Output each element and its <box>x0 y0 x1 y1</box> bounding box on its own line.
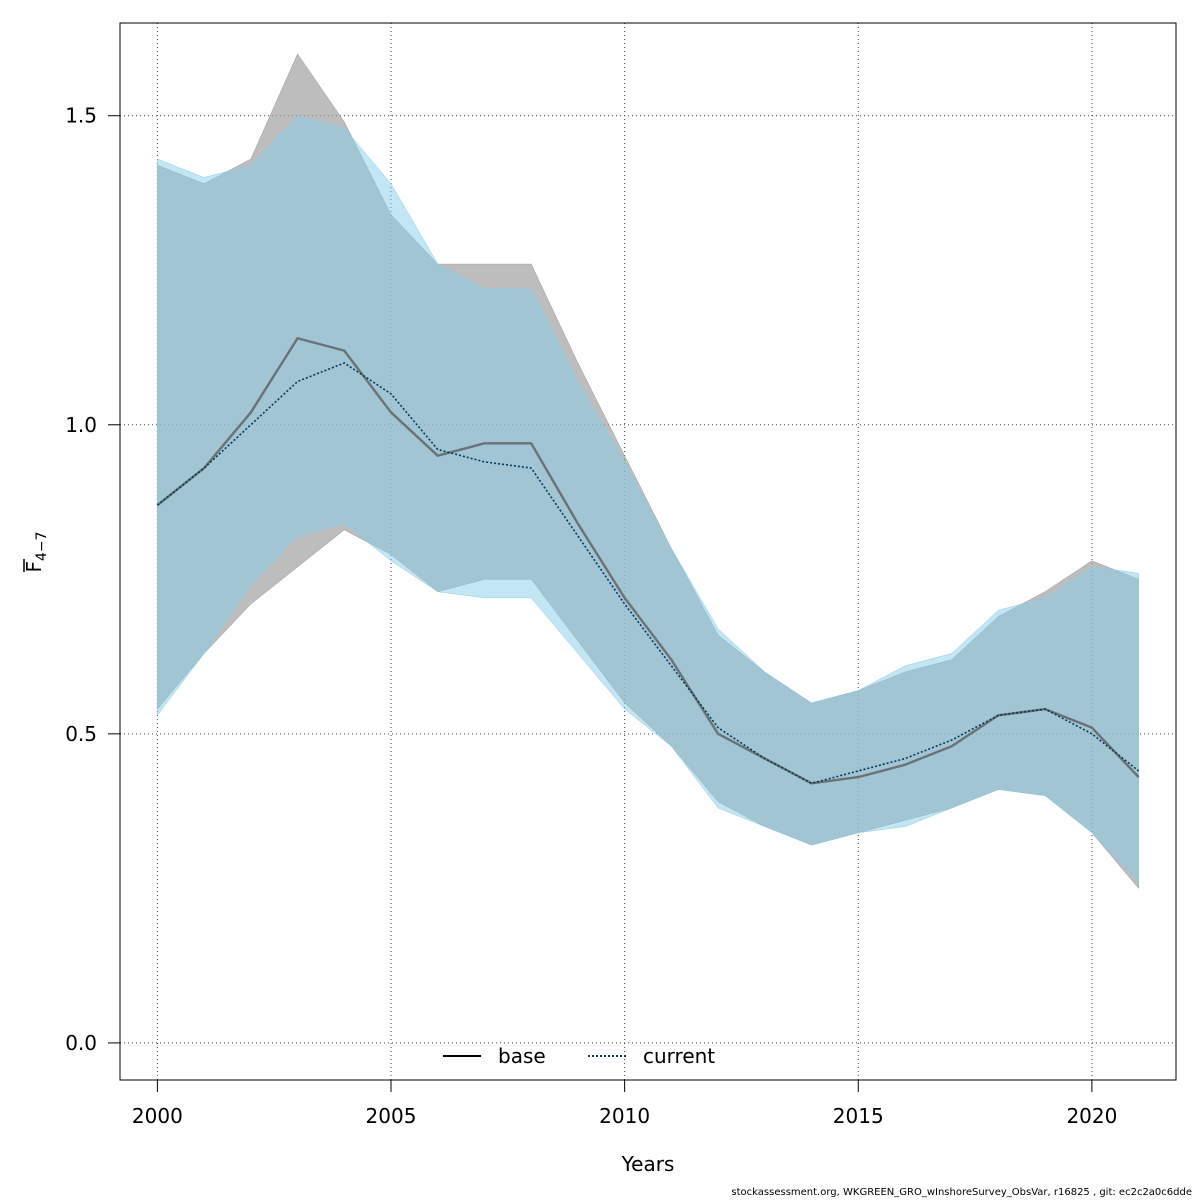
y-axis-title: F4−7 <box>22 531 50 572</box>
x-axis-title: Years <box>621 1152 675 1176</box>
x-axis: 2000 2005 2010 2015 2020 <box>132 1079 1117 1128</box>
y-tick-label: 0.5 <box>65 722 97 746</box>
x-tick-label: 2000 <box>132 1104 183 1128</box>
legend-base-label: base <box>498 1044 546 1068</box>
x-tick-label: 2010 <box>599 1104 650 1128</box>
svg-text:F4−7: F4−7 <box>22 531 50 572</box>
x-tick-label: 2005 <box>366 1104 417 1128</box>
x-tick-label: 2015 <box>833 1104 884 1128</box>
y-axis-title-main: F <box>22 561 46 573</box>
source-credit: stockassessment.org, WKGREEN_GRO_wInshor… <box>731 1187 1192 1198</box>
confidence-bands <box>157 53 1139 890</box>
legend-current-label: current <box>643 1044 715 1068</box>
line-current <box>156 362 1140 785</box>
y-tick-label: 1.0 <box>65 413 97 437</box>
x-tick-label: 2020 <box>1066 1104 1117 1128</box>
series-lines <box>156 337 1140 785</box>
band-current <box>157 115 1139 883</box>
line-base <box>156 337 1140 785</box>
y-axis: 0.0 0.5 1.0 1.5 <box>65 104 121 1055</box>
y-tick-label: 0.0 <box>65 1031 97 1055</box>
y-axis-title-subscript: 4−7 <box>34 531 50 561</box>
legend: base current <box>443 1044 715 1068</box>
y-tick-label: 1.5 <box>65 104 97 128</box>
